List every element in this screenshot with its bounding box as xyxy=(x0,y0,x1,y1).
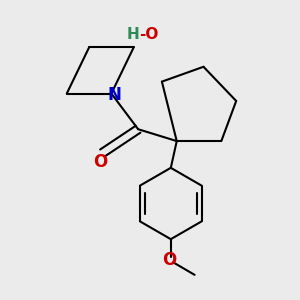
Text: -O: -O xyxy=(140,27,159,42)
Text: H: H xyxy=(127,27,140,42)
Text: O: O xyxy=(162,251,176,269)
Text: O: O xyxy=(93,153,107,171)
Text: N: N xyxy=(108,86,122,104)
